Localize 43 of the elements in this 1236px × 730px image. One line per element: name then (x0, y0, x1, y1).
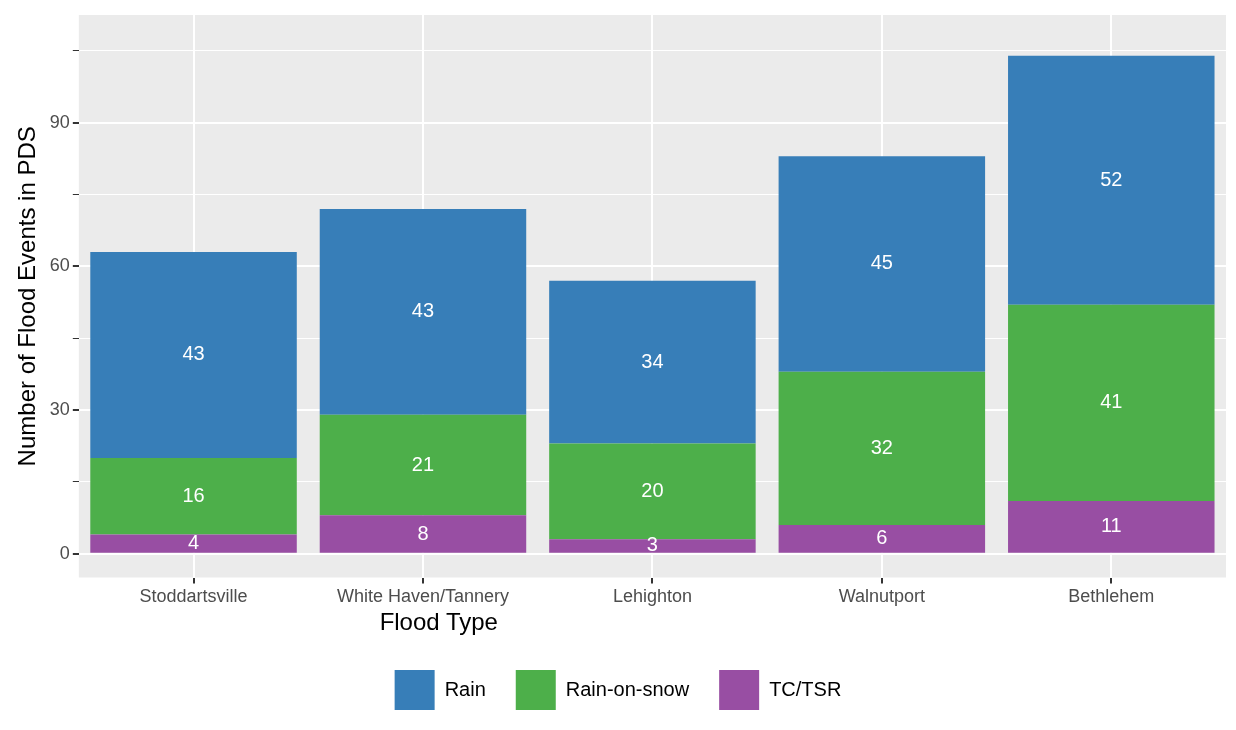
bar (778, 156, 986, 372)
bar (778, 524, 986, 553)
bar (778, 371, 986, 525)
bar (90, 457, 297, 535)
y-axis-title: Number of Flood Events in PDS (13, 126, 41, 467)
bar (549, 280, 756, 444)
y-tick-label: 0 (59, 542, 70, 563)
y-tick-label: 90 (49, 111, 70, 132)
data-label: 52 (1100, 167, 1123, 190)
data-label: 45 (870, 251, 893, 274)
data-label: 11 (1100, 514, 1122, 537)
data-label: 8 (417, 521, 429, 544)
bar (1008, 500, 1215, 553)
legend-label: Rain (444, 677, 486, 700)
data-label: 41 (1100, 390, 1123, 413)
data-label: 6 (876, 526, 888, 549)
data-label: 16 (182, 483, 205, 506)
legend-title: Flood Type (379, 607, 498, 635)
bar (1008, 55, 1215, 305)
bar (90, 252, 297, 458)
data-label: 3 (646, 533, 658, 556)
bar (1008, 304, 1215, 501)
bar (90, 534, 297, 553)
x-tick-label: Stoddartsville (139, 586, 248, 607)
y-tick-label: 60 (49, 255, 70, 276)
x-tick-label: Lehighton (612, 586, 692, 607)
data-label: 20 (641, 478, 664, 501)
bar (319, 515, 527, 553)
data-label: 4 (187, 531, 200, 554)
x-tick-label: Walnutport (838, 586, 926, 607)
x-tick-label: Bethlehem (1068, 586, 1155, 607)
x-tick-label: White Haven/Tannery (336, 586, 510, 607)
bar (319, 414, 527, 516)
legend-label: TC/TSR (769, 677, 842, 700)
bar (319, 208, 527, 415)
data-label: 21 (411, 452, 435, 475)
legend-label: Rain-on-snow (565, 677, 690, 700)
data-label: 32 (870, 435, 893, 458)
data-label: 43 (411, 299, 435, 322)
bar (549, 539, 756, 553)
data-label: 43 (182, 342, 205, 365)
data-label: 34 (641, 349, 664, 372)
y-tick-label: 30 (49, 398, 70, 419)
